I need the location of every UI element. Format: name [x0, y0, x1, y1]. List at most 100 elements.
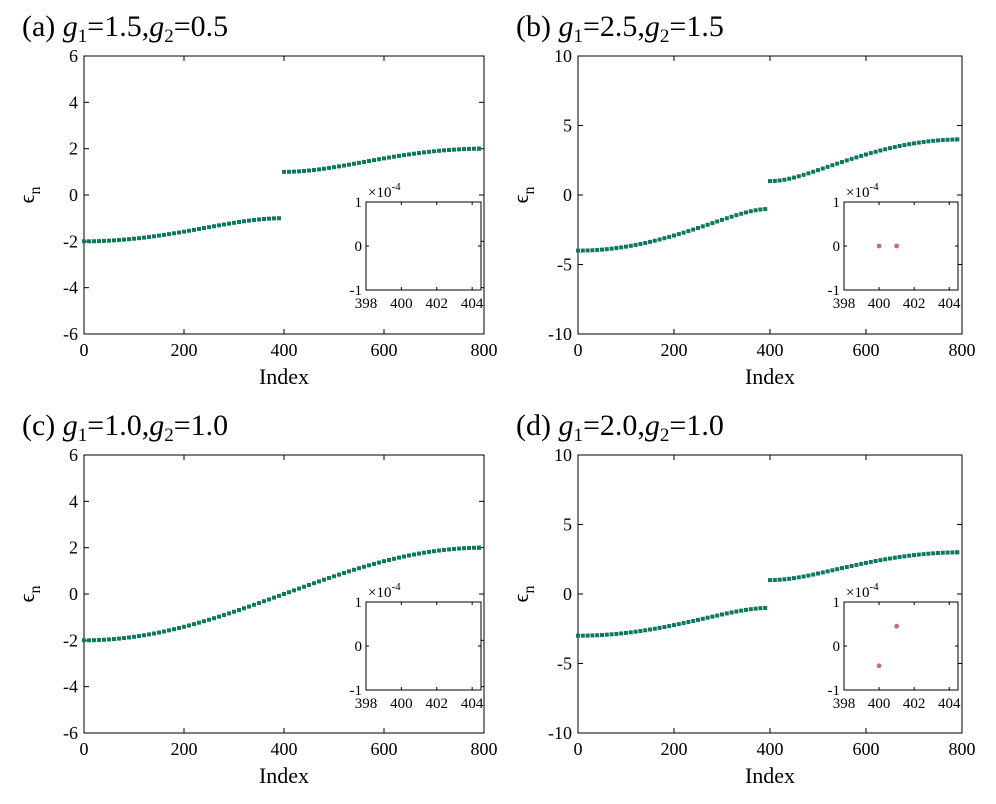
data-point: [825, 569, 830, 574]
inset-y-tick-label: 0: [355, 239, 363, 255]
data-point: [82, 239, 86, 244]
data-point: [576, 248, 580, 253]
inset-y-tick-label: -1: [828, 683, 841, 699]
data-point: [292, 588, 296, 593]
data-point: [472, 545, 476, 550]
data-point: [585, 633, 590, 638]
data-point: [835, 161, 840, 166]
data-point: [614, 246, 619, 251]
inset-b: 398 400 402 404 -1 0 1 ×10-4: [828, 181, 961, 312]
data-point: [676, 622, 681, 627]
data-point: [758, 207, 763, 212]
y-tick-label: 0: [563, 584, 572, 604]
data-point: [945, 137, 950, 142]
data-point: [868, 151, 873, 156]
data-point: [317, 167, 321, 172]
data-point: [172, 231, 176, 236]
data-point: [638, 629, 643, 634]
data-point: [232, 609, 236, 614]
data-point: [873, 559, 878, 564]
data-point: [676, 232, 681, 237]
data-point: [202, 619, 206, 624]
data-point: [447, 147, 451, 152]
inset-y-tick-label: 1: [355, 595, 363, 611]
data-point: [247, 218, 251, 223]
data-point: [332, 165, 336, 170]
data-point: [897, 554, 902, 559]
data-point: [417, 151, 421, 156]
data-point: [763, 207, 768, 212]
data-point: [252, 217, 256, 222]
data-point: [417, 551, 421, 556]
inset-y-tick-label: 0: [355, 639, 363, 655]
data-point: [648, 239, 652, 244]
x-axis-label: Index: [259, 364, 309, 389]
data-point: [337, 164, 341, 169]
data-point: [167, 232, 171, 237]
data-point: [854, 155, 859, 160]
data-point: [777, 577, 782, 582]
data-point: [686, 229, 691, 234]
data-point: [322, 577, 326, 582]
data-point: [657, 237, 662, 242]
inset-x-tick-label: 398: [833, 696, 856, 712]
data-point: [177, 230, 181, 235]
x-tick-label: 600: [371, 340, 398, 360]
data-point: [672, 623, 676, 628]
data-point: [437, 548, 441, 553]
data-point: [700, 616, 705, 621]
data-point: [367, 159, 371, 164]
data-point: [595, 633, 600, 638]
data-point: [902, 554, 907, 559]
x-tick-label: 800: [949, 739, 976, 759]
data-point: [92, 239, 96, 244]
y-tick-label: 0: [563, 185, 572, 205]
inset-exponent-label: ×10-4: [846, 181, 879, 201]
data-point: [462, 546, 466, 551]
data-point: [892, 555, 897, 560]
data-point: [950, 550, 955, 555]
y-tick-label: 10: [554, 46, 572, 66]
data-point: [825, 164, 830, 169]
data-point: [202, 226, 206, 231]
panel-title-d: (d) g1=2.0,g2=1.0: [516, 409, 724, 446]
inset-x-tick-label: 398: [833, 296, 856, 312]
y-tick-label: 4: [69, 92, 78, 112]
data-point: [590, 248, 595, 253]
inset-frame: [843, 601, 959, 691]
inset-data-point: [876, 663, 882, 669]
data-point: [873, 149, 878, 154]
x-tick-label: 0: [80, 340, 89, 360]
data-point: [467, 146, 471, 151]
y-tick-label: 5: [563, 515, 572, 535]
data-point: [437, 148, 441, 153]
inset-y-tick-label: 1: [833, 595, 841, 611]
inset-y-tick-label: 0: [833, 239, 841, 255]
data-point: [859, 153, 864, 158]
x-tick-label: 800: [471, 340, 498, 360]
data-point: [112, 238, 116, 243]
data-point: [744, 210, 748, 215]
x-tick-label: 400: [757, 340, 784, 360]
data-point: [950, 137, 955, 142]
data-point: [382, 156, 386, 161]
data-point: [447, 547, 451, 552]
data-point: [267, 597, 271, 602]
data-point: [327, 575, 331, 580]
inset-exponent-label: ×10-4: [846, 581, 879, 601]
data-point: [457, 147, 461, 152]
data-point: [691, 227, 696, 232]
data-point: [102, 637, 106, 642]
series-c: [82, 545, 481, 643]
y-tick-label: -4: [63, 278, 78, 298]
data-point: [247, 604, 251, 609]
inset-exponent-label: ×10-4: [368, 181, 401, 201]
data-point: [888, 556, 892, 561]
data-point: [859, 561, 864, 566]
data-point: [705, 615, 710, 620]
data-point: [955, 137, 960, 142]
data-point: [624, 630, 628, 635]
data-point: [926, 139, 931, 144]
data-point: [806, 171, 811, 176]
